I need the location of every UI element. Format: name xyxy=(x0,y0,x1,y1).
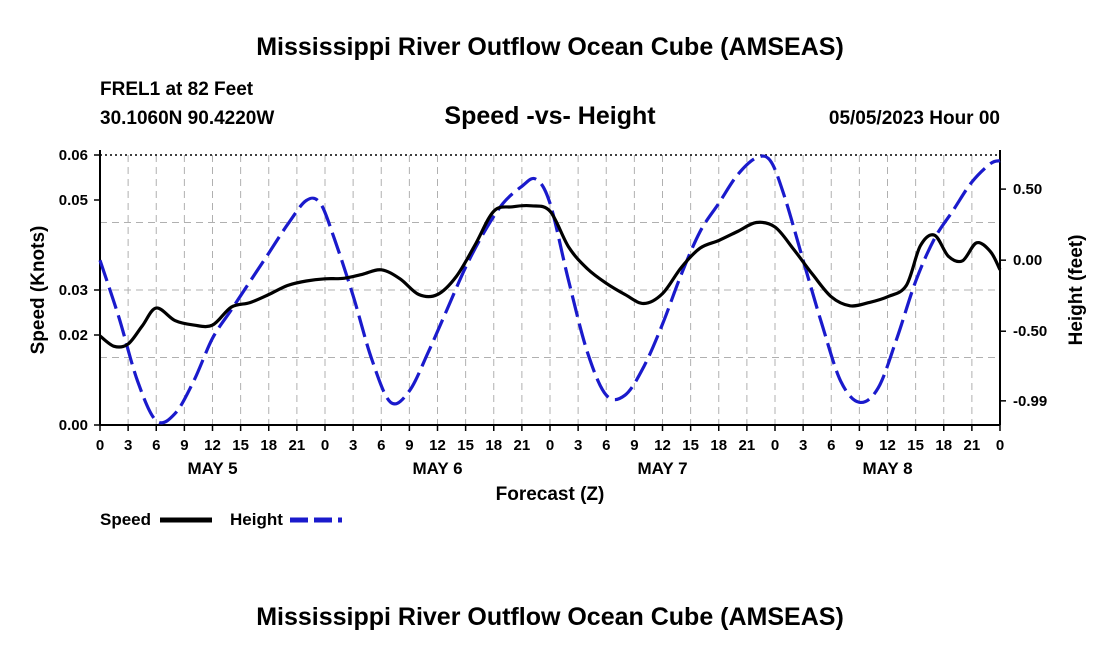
x-tick-label: 12 xyxy=(204,437,221,454)
x-tick-label: 21 xyxy=(739,437,756,454)
footer-title: Mississippi River Outflow Ocean Cube (AM… xyxy=(256,603,844,631)
x-tick-label: 9 xyxy=(630,437,638,454)
chart-title: Mississippi River Outflow Ocean Cube (AM… xyxy=(256,33,844,61)
y-left-tick-label: 0.03 xyxy=(59,282,88,299)
y-right-tick-label: -0.50 xyxy=(1013,323,1047,340)
x-tick-label: 9 xyxy=(180,437,188,454)
y-left-tick-label: 0.05 xyxy=(59,192,88,209)
x-tick-label: 12 xyxy=(879,437,896,454)
x-tick-label: 6 xyxy=(602,437,610,454)
grid xyxy=(100,155,1000,425)
x-tick-label: 9 xyxy=(405,437,413,454)
day-label: MAY 5 xyxy=(187,459,237,478)
x-tick-label: 18 xyxy=(260,437,277,454)
x-tick-label: 9 xyxy=(855,437,863,454)
series xyxy=(98,154,1002,425)
x-tick-label: 0 xyxy=(96,437,104,454)
station-label: FREL1 at 82 Feet xyxy=(100,79,254,100)
speed-series-line xyxy=(98,203,1002,349)
legend: Speed Height xyxy=(100,510,342,529)
x-tick-label: 15 xyxy=(457,437,474,454)
x-axis-label: Forecast (Z) xyxy=(496,484,605,505)
x-tick-label: 0 xyxy=(771,437,779,454)
x-tick-label: 21 xyxy=(514,437,531,454)
y-axis-left-label: Speed (Knots) xyxy=(28,226,49,355)
y-left-tick-label: 0.06 xyxy=(59,147,88,164)
y-left-tick-label: 0.00 xyxy=(59,417,88,434)
location-label: 30.1060N 90.4220W xyxy=(100,108,274,129)
y-axis-right-label: Height (feet) xyxy=(1066,235,1087,346)
x-tick-label: 3 xyxy=(349,437,357,454)
tick-labels: 0 3 6 9 12 15 18 21 0 3 6 9 12 15 18 21 0 3 6 9 12 15 18 21 0 3 6 9… xyxy=(59,147,1047,478)
y-right-tick-label: -0.99 xyxy=(1013,393,1047,410)
x-tick-label: 3 xyxy=(124,437,132,454)
forecast-datetime: 05/05/2023 Hour 00 xyxy=(829,108,1000,129)
x-tick-label: 0 xyxy=(546,437,554,454)
legend-speed-label: Speed xyxy=(100,510,151,529)
x-tick-label: 12 xyxy=(429,437,446,454)
x-tick-label: 21 xyxy=(964,437,981,454)
height-series-line xyxy=(98,154,1001,425)
x-tick-label: 15 xyxy=(907,437,924,454)
x-tick-label: 3 xyxy=(799,437,807,454)
x-tick-label: 21 xyxy=(289,437,306,454)
day-label: MAY 8 xyxy=(862,459,912,478)
day-label: MAY 7 xyxy=(637,459,687,478)
x-tick-label: 6 xyxy=(377,437,385,454)
x-tick-label: 0 xyxy=(321,437,329,454)
x-tick-label: 12 xyxy=(654,437,671,454)
axes xyxy=(94,150,1006,431)
x-tick-label: 3 xyxy=(574,437,582,454)
x-tick-label: 0 xyxy=(996,437,1004,454)
y-right-tick-label: 0.00 xyxy=(1013,252,1042,269)
x-tick-label: 6 xyxy=(827,437,835,454)
legend-height-label: Height xyxy=(230,510,283,529)
x-tick-label: 18 xyxy=(935,437,952,454)
y-left-tick-label: 0.02 xyxy=(59,327,88,344)
x-tick-label: 15 xyxy=(232,437,249,454)
chart-subtitle: Speed -vs- Height xyxy=(444,102,656,130)
x-tick-label: 18 xyxy=(710,437,727,454)
y-right-tick-label: 0.50 xyxy=(1013,181,1042,198)
x-tick-label: 6 xyxy=(152,437,160,454)
x-tick-label: 15 xyxy=(682,437,699,454)
day-label: MAY 6 xyxy=(412,459,462,478)
x-tick-label: 18 xyxy=(485,437,502,454)
